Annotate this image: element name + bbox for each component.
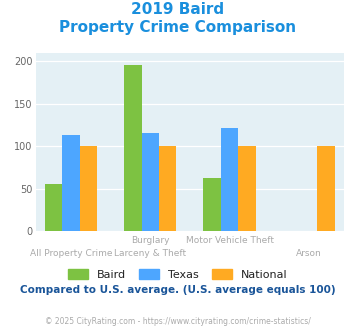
Text: Burglary: Burglary [131, 236, 170, 245]
Bar [62, 135, 80, 231]
Bar [221, 128, 238, 231]
Bar [203, 179, 221, 231]
Text: Arson: Arson [296, 249, 322, 258]
Text: Compared to U.S. average. (U.S. average equals 100): Compared to U.S. average. (U.S. average … [20, 285, 335, 295]
Bar [159, 146, 176, 231]
Bar [142, 133, 159, 231]
Legend: Baird, Texas, National: Baird, Texas, National [63, 265, 292, 284]
Bar [124, 65, 142, 231]
Bar [80, 146, 97, 231]
Text: Property Crime Comparison: Property Crime Comparison [59, 20, 296, 35]
Text: Motor Vehicle Theft: Motor Vehicle Theft [186, 236, 273, 245]
Bar [238, 146, 256, 231]
Bar [317, 146, 335, 231]
Bar [45, 184, 62, 231]
Text: All Property Crime: All Property Crime [30, 249, 113, 258]
Text: 2019 Baird: 2019 Baird [131, 2, 224, 16]
Text: Larceny & Theft: Larceny & Theft [114, 249, 186, 258]
Text: © 2025 CityRating.com - https://www.cityrating.com/crime-statistics/: © 2025 CityRating.com - https://www.city… [45, 317, 310, 326]
